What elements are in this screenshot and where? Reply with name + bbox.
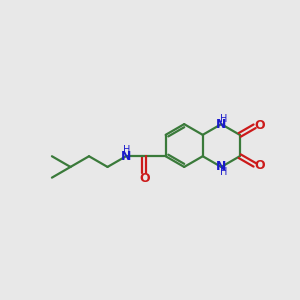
Text: H: H [220, 114, 227, 124]
Text: O: O [139, 172, 150, 185]
Text: O: O [255, 159, 265, 172]
Text: H: H [220, 167, 227, 177]
Text: N: N [121, 150, 131, 163]
Text: O: O [255, 119, 265, 132]
Text: N: N [216, 118, 226, 131]
Text: N: N [216, 160, 226, 173]
Text: H: H [123, 145, 130, 155]
